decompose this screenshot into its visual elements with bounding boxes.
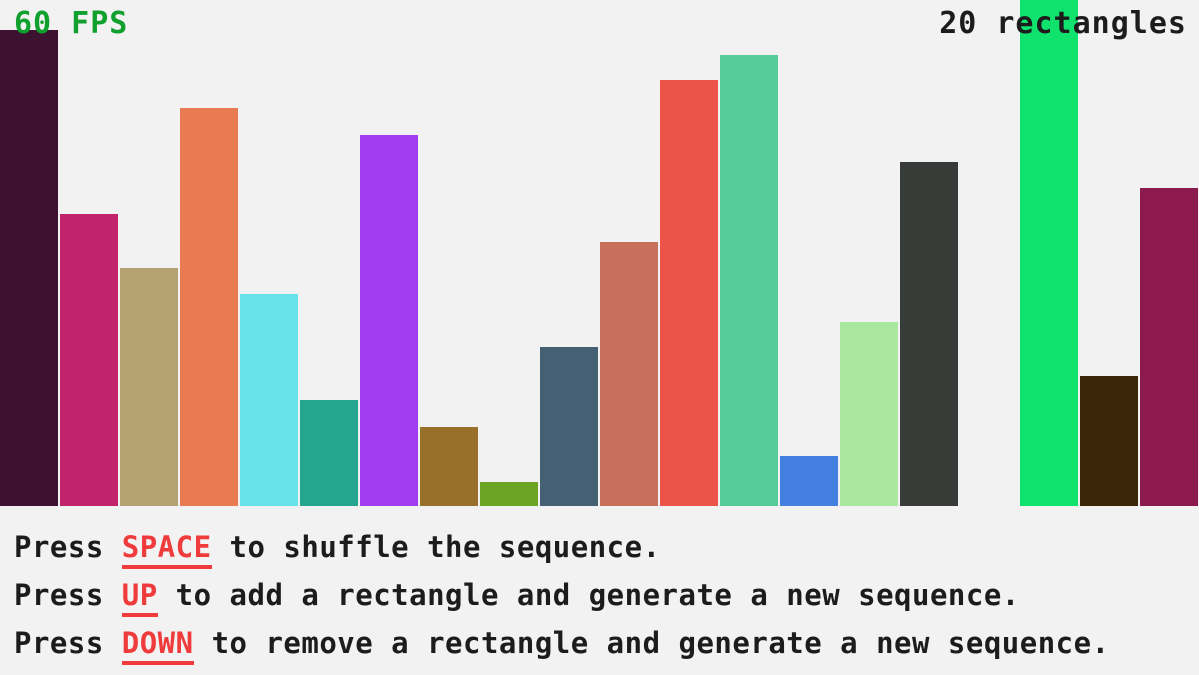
instruction-line-2: Press UP to add a rectangle and generate… — [14, 571, 1199, 619]
instruction-prefix: Press — [14, 530, 122, 564]
bar-7 — [360, 135, 418, 506]
bar-14 — [780, 456, 838, 506]
bar-chart — [0, 0, 1198, 506]
key-down[interactable]: DOWN — [121, 626, 194, 665]
key-space[interactable]: SPACE — [121, 530, 212, 569]
bar-9 — [480, 482, 538, 506]
bar-13 — [720, 55, 778, 506]
instruction-suffix: to add a rectangle and generate a new se… — [157, 578, 1020, 612]
instruction-suffix: to remove a rectangle and generate a new… — [193, 626, 1110, 660]
bar-2 — [60, 214, 118, 506]
bar-6 — [300, 400, 358, 506]
fps-counter: 60 FPS — [14, 6, 129, 41]
bar-19 — [1080, 376, 1138, 506]
instructions-panel: Press SPACE to shuffle the sequence. Pres… — [0, 506, 1199, 675]
bar-3 — [120, 268, 178, 506]
bar-10 — [540, 347, 598, 506]
instruction-prefix: Press — [14, 626, 122, 660]
instruction-line-3: Press DOWN to remove a rectangle and gen… — [14, 619, 1199, 667]
bar-8 — [420, 427, 478, 506]
bar-20 — [1140, 188, 1198, 506]
bar-4 — [180, 108, 238, 506]
bar-18 — [1020, 0, 1078, 506]
bar-1 — [0, 30, 58, 506]
bar-16 — [900, 162, 958, 506]
rectangle-count-label: 20 rectangles — [939, 6, 1187, 41]
bar-15 — [840, 322, 898, 506]
instruction-line-1: Press SPACE to shuffle the sequence. — [14, 523, 1199, 571]
bar-12 — [660, 80, 718, 506]
bar-5 — [240, 294, 298, 506]
bar-11 — [600, 242, 658, 506]
key-up[interactable]: UP — [121, 578, 158, 617]
instruction-prefix: Press — [14, 578, 122, 612]
instruction-suffix: to shuffle the sequence. — [211, 530, 661, 564]
